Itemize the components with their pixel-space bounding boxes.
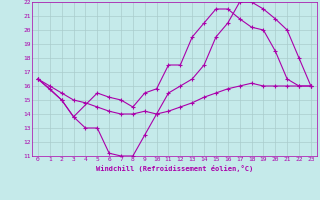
X-axis label: Windchill (Refroidissement éolien,°C): Windchill (Refroidissement éolien,°C) [96, 165, 253, 172]
